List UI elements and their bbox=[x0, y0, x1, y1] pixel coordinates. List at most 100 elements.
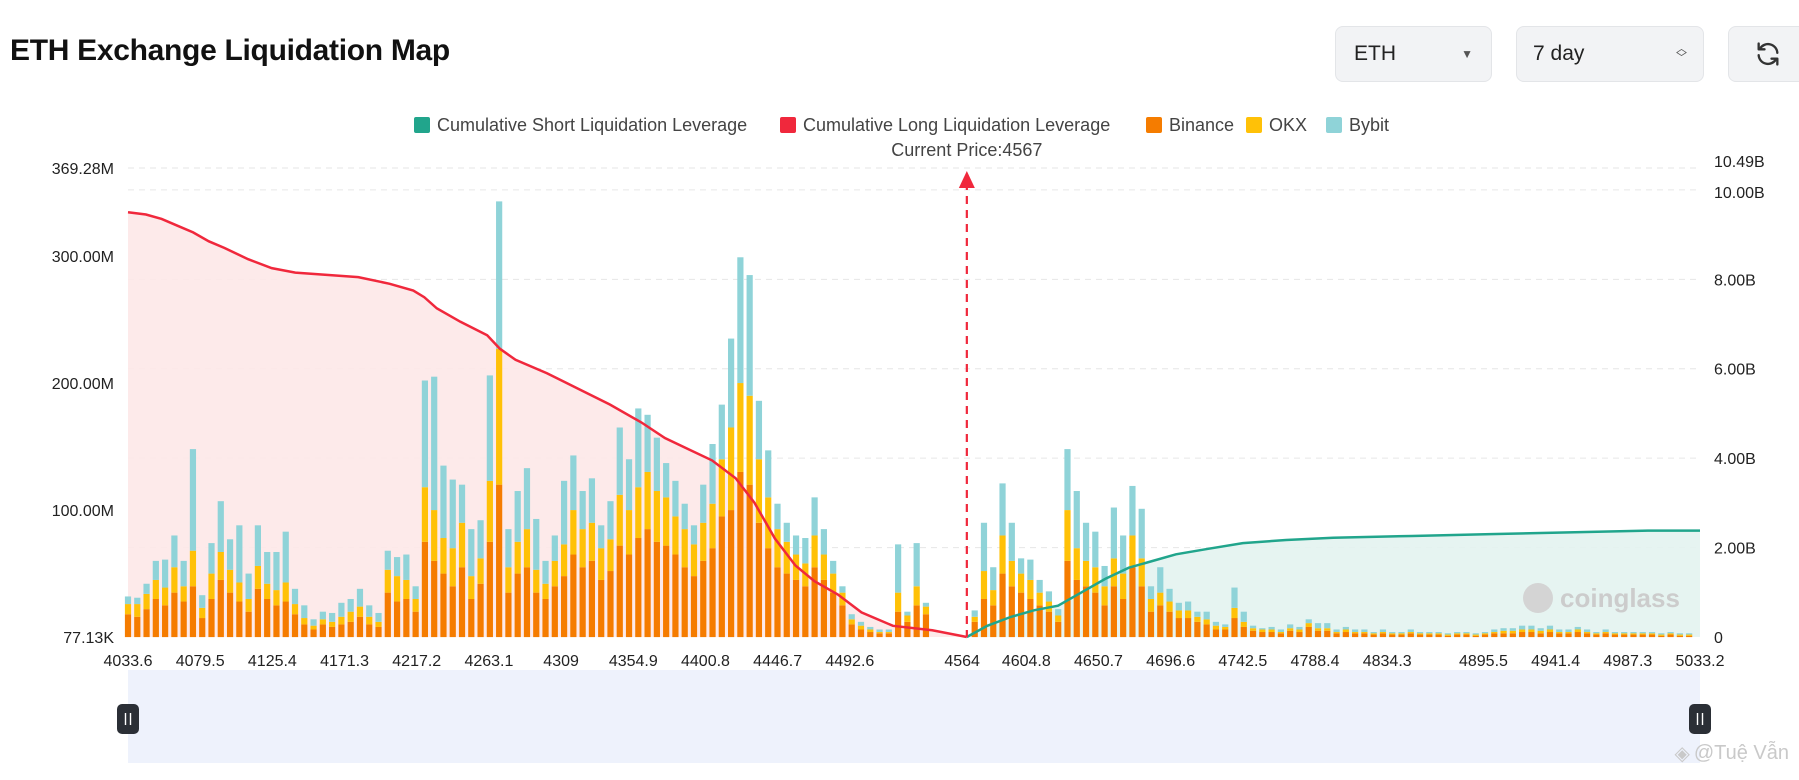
bar-bybit bbox=[1185, 601, 1192, 611]
bar-okx bbox=[458, 522, 466, 568]
bar-okx bbox=[1621, 633, 1628, 635]
bar-binance bbox=[1194, 621, 1201, 638]
bar-binance bbox=[199, 618, 206, 638]
bar-okx bbox=[990, 590, 997, 606]
y-right-tick-label: 0 bbox=[1714, 630, 1723, 647]
bar-binance bbox=[375, 626, 382, 638]
bar-okx bbox=[505, 567, 512, 593]
x-tick-label: 4564 bbox=[944, 653, 980, 670]
asset-select[interactable]: ETH ▼ bbox=[1335, 26, 1492, 82]
bar-bybit bbox=[1416, 632, 1424, 634]
bar-binance bbox=[755, 522, 763, 638]
bar-binance bbox=[1648, 634, 1656, 638]
x-tick-label: 4033.6 bbox=[104, 653, 153, 670]
bar-bybit bbox=[1379, 629, 1387, 633]
bar-bybit bbox=[143, 583, 150, 594]
bar-binance bbox=[971, 621, 978, 638]
bar-okx bbox=[1481, 633, 1489, 635]
bar-binance bbox=[607, 571, 614, 638]
bar-binance bbox=[709, 548, 716, 638]
bar-bybit bbox=[820, 529, 827, 555]
bar-bybit bbox=[301, 605, 308, 619]
y-left-tick-label: 200.00M bbox=[52, 376, 114, 393]
bar-okx bbox=[551, 560, 558, 587]
bar-bybit bbox=[217, 501, 224, 552]
slider-track bbox=[128, 670, 1700, 763]
bar-binance bbox=[1639, 634, 1646, 638]
legend-label: Cumulative Long Liquidation Leverage bbox=[803, 115, 1110, 135]
time-range-select[interactable]: 7 day ︿ ﹀ bbox=[1516, 26, 1704, 82]
x-tick-label: 4742.5 bbox=[1218, 653, 1267, 670]
slider-handle-right[interactable] bbox=[1689, 704, 1711, 734]
bar-okx bbox=[1556, 632, 1563, 634]
bar-binance bbox=[1082, 586, 1090, 638]
bar-binance bbox=[1370, 634, 1377, 638]
x-tick-label: 4834.3 bbox=[1363, 653, 1412, 670]
bar-bybit bbox=[1017, 558, 1025, 574]
bar-binance bbox=[1231, 618, 1238, 638]
bar-binance bbox=[980, 598, 988, 638]
y-left-tick-label: 100.00M bbox=[52, 503, 114, 520]
bar-okx bbox=[217, 551, 224, 580]
bar-binance bbox=[1611, 634, 1619, 638]
bar-okx bbox=[523, 529, 531, 568]
bar-okx bbox=[1416, 633, 1424, 635]
bar-bybit bbox=[356, 588, 364, 607]
bar-bybit bbox=[1092, 531, 1099, 568]
bar-binance bbox=[792, 579, 800, 638]
bar-okx bbox=[1082, 560, 1090, 587]
bar-binance bbox=[802, 586, 809, 638]
legend-swatch bbox=[1146, 117, 1162, 133]
bar-okx bbox=[1686, 634, 1693, 636]
bar-bybit bbox=[774, 503, 781, 530]
bar-binance bbox=[1305, 626, 1312, 638]
bar-binance bbox=[783, 573, 790, 638]
bar-okx bbox=[690, 544, 698, 577]
zoom-slider[interactable] bbox=[117, 670, 1711, 763]
bar-okx bbox=[635, 487, 642, 539]
bar-binance bbox=[347, 621, 354, 638]
coinglass-logo-icon bbox=[1523, 583, 1553, 613]
bar-bybit bbox=[440, 465, 447, 539]
bar-bybit bbox=[319, 611, 326, 620]
slider-handle-left[interactable] bbox=[117, 704, 139, 734]
bar-okx bbox=[1259, 629, 1266, 633]
bar-binance bbox=[820, 579, 827, 638]
bar-okx bbox=[171, 567, 178, 593]
bar-binance bbox=[189, 586, 197, 638]
bar-bybit bbox=[1082, 522, 1090, 561]
bar-okx bbox=[672, 516, 679, 555]
bar-bybit bbox=[1426, 632, 1433, 634]
x-tick-label: 4941.4 bbox=[1531, 653, 1580, 670]
bar-okx bbox=[264, 583, 271, 599]
bar-binance bbox=[1314, 630, 1322, 638]
bar-bybit bbox=[347, 598, 354, 612]
x-tick-label: 4492.6 bbox=[825, 653, 874, 670]
bar-binance bbox=[895, 611, 902, 638]
bar-binance bbox=[1667, 634, 1674, 638]
bar-binance bbox=[514, 573, 521, 638]
bar-binance bbox=[765, 548, 772, 638]
bar-okx bbox=[1314, 628, 1322, 631]
bar-okx bbox=[1324, 628, 1331, 631]
bar-bybit bbox=[1602, 629, 1609, 633]
bar-okx bbox=[1120, 573, 1127, 599]
bar-bybit bbox=[412, 586, 419, 599]
bar-binance bbox=[635, 538, 642, 638]
bar-binance bbox=[1491, 633, 1498, 638]
bar-bybit bbox=[1528, 625, 1535, 630]
bar-binance bbox=[1027, 598, 1034, 638]
bar-okx bbox=[867, 629, 874, 633]
bar-bybit bbox=[1157, 567, 1164, 593]
bar-bybit bbox=[1370, 632, 1377, 634]
refresh-button[interactable] bbox=[1728, 26, 1799, 82]
bar-binance bbox=[310, 629, 317, 638]
bar-okx bbox=[254, 565, 261, 589]
bar-okx bbox=[1379, 632, 1387, 634]
bar-binance bbox=[458, 567, 466, 638]
legend-swatch bbox=[414, 117, 430, 133]
bar-binance bbox=[579, 567, 586, 638]
y-left-tick-label: 77.13K bbox=[63, 630, 114, 647]
bar-bybit bbox=[477, 520, 484, 559]
bar-bybit bbox=[551, 535, 558, 561]
